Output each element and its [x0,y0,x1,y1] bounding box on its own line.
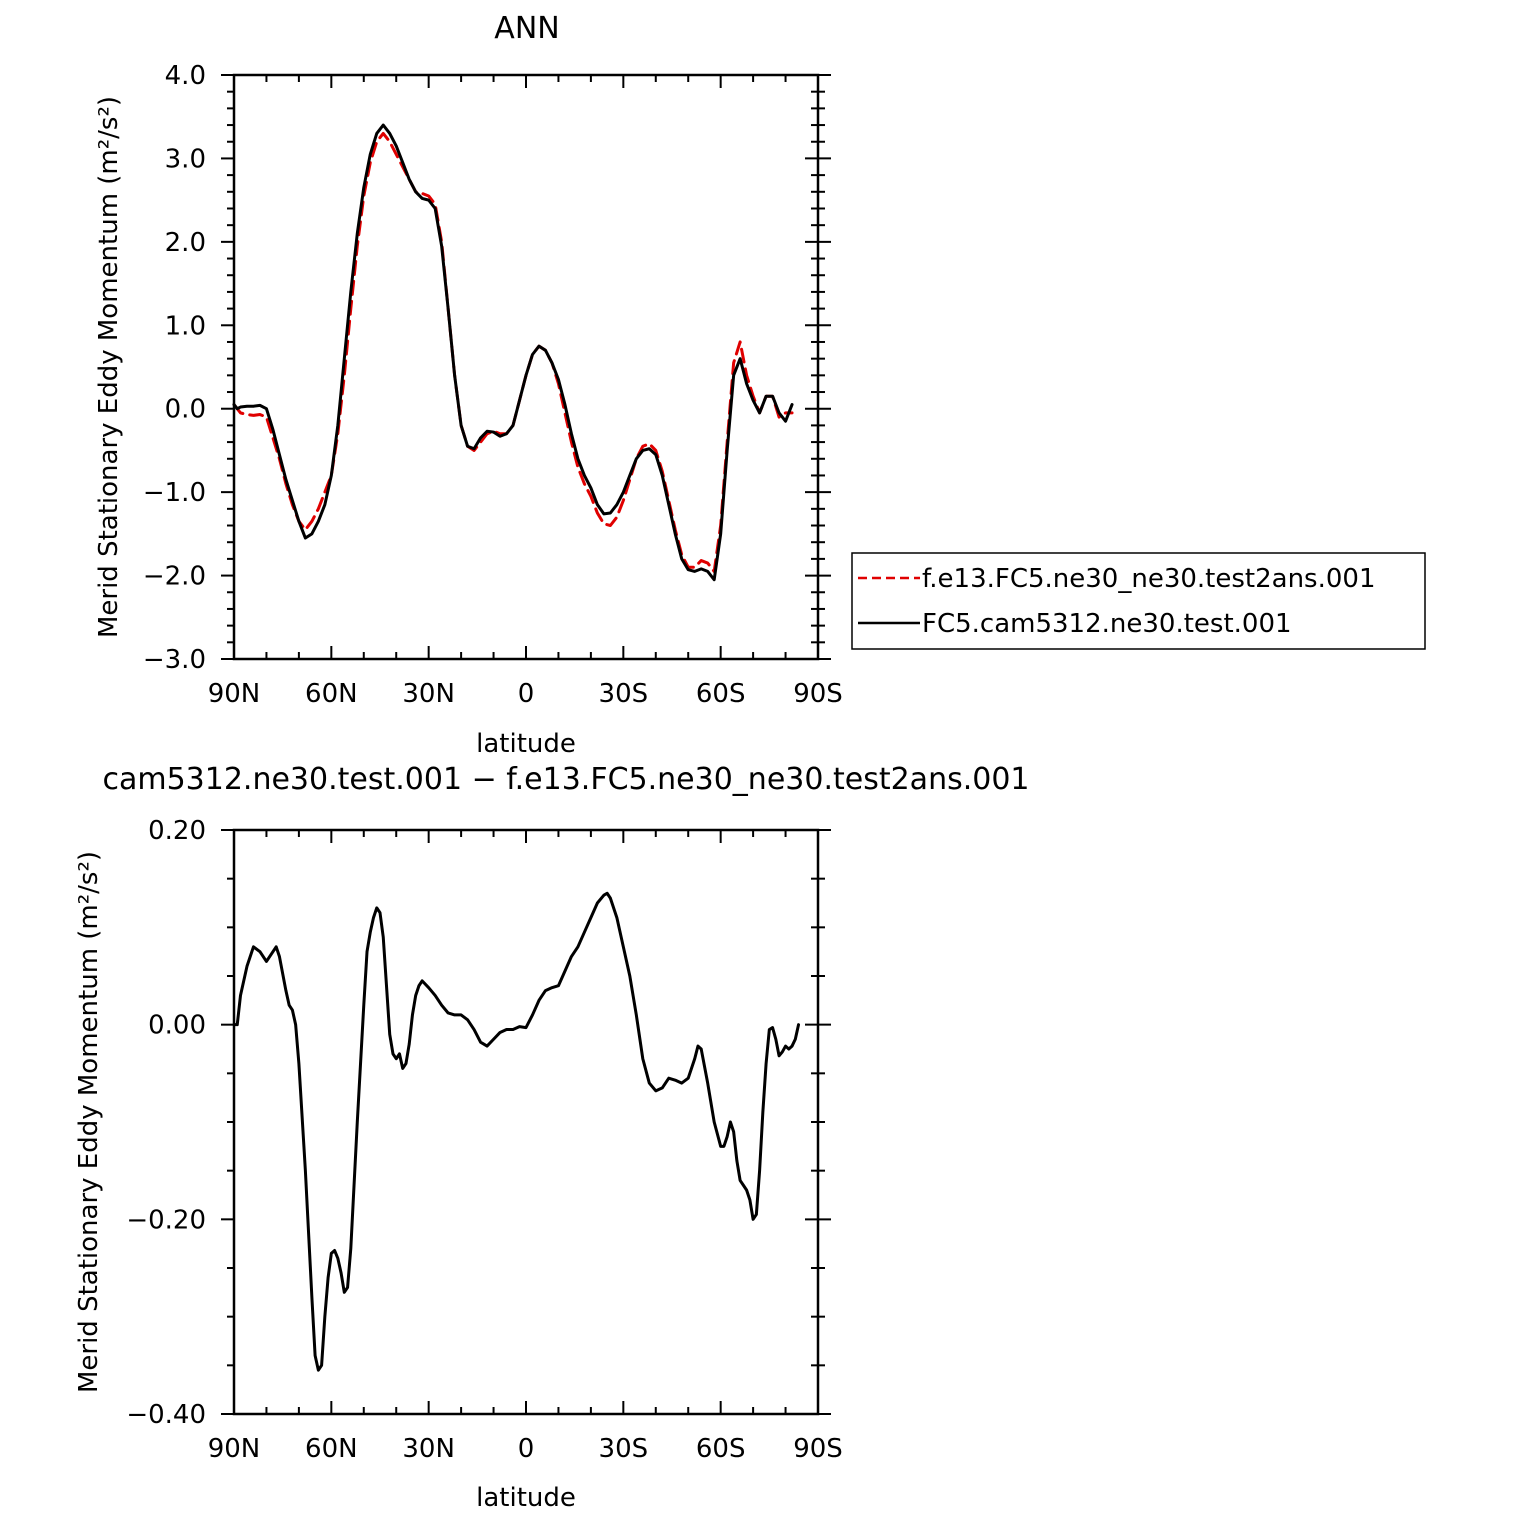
legend-entry-model: FC5.cam5312.ne30.test.001 [922,609,1292,639]
top-y-axis-label: Merid Stationary Eddy Momentum (m²/s²) [94,96,124,638]
y-tick-label: −0.20 [126,1205,206,1235]
top-series-line-1 [232,123,794,582]
top-axis-ticks [221,74,831,660]
y-tick-label: −1.0 [143,478,206,508]
y-tick-label: 4.0 [165,61,206,91]
legend-entry-control: f.e13.FC5.ne30_ne30.test2ans.001 [922,564,1376,594]
bottom-plot-frame [232,828,820,1416]
x-tick-label: 60S [696,1434,746,1464]
y-tick-label: −2.0 [143,562,206,592]
top-panel: ANN Merid Stationary Eddy Momentum (m²/s… [94,11,1426,759]
y-tick-label: −3.0 [143,645,206,675]
x-tick-label: 60N [305,679,358,709]
x-tick-label: 90N [208,1434,261,1464]
y-tick-label: 0.20 [148,816,206,846]
x-tick-label: 0 [518,679,535,709]
top-series-group [232,123,794,582]
bottom-panel: cam5312.ne30.test.001 − f.e13.FC5.ne30_n… [74,762,1030,1513]
x-tick-label: 90S [793,679,843,709]
bottom-y-axis-label: Merid Stationary Eddy Momentum (m²/s²) [74,851,104,1393]
legend: f.e13.FC5.ne30_ne30.test2ans.001 FC5.cam… [851,552,1426,650]
x-tick-label: 60N [305,1434,358,1464]
top-chart-title: ANN [494,11,559,46]
x-tick-label: 30S [599,679,649,709]
bottom-series-line-0 [232,891,801,1372]
y-tick-label: 0.0 [165,395,206,425]
x-tick-label: 90N [208,679,261,709]
bottom-tick-labels: 90N 60N 30N 0 30S 60S 90S 0.20 0.00 −0.20 −0.40 [126,816,842,1464]
bottom-series-group [232,891,801,1372]
top-tick-labels: 90N 60N 30N 0 30S 60S 90S 4.0 3.0 2.0 1.0 0.0 −1.0 −2… [143,61,843,709]
y-tick-label: 1.0 [165,311,206,341]
x-tick-label: 30N [402,1434,455,1464]
bottom-chart-title: cam5312.ne30.test.001 − f.e13.FC5.ne30_n… [102,762,1029,797]
x-tick-label: 60S [696,679,746,709]
y-tick-label: −0.40 [126,1400,206,1430]
top-x-axis-label: latitude [476,729,576,759]
y-tick-label: 2.0 [165,228,206,258]
y-tick-label: 0.00 [148,1011,206,1041]
x-tick-label: 0 [518,1434,535,1464]
top-plot-frame [232,73,820,661]
top-series-line-0 [232,131,794,573]
bottom-x-axis-label: latitude [476,1483,576,1513]
y-tick-label: 3.0 [165,144,206,174]
x-tick-label: 30S [599,1434,649,1464]
x-tick-label: 90S [793,1434,843,1464]
x-tick-label: 30N [402,679,455,709]
legend-box [851,552,1426,650]
